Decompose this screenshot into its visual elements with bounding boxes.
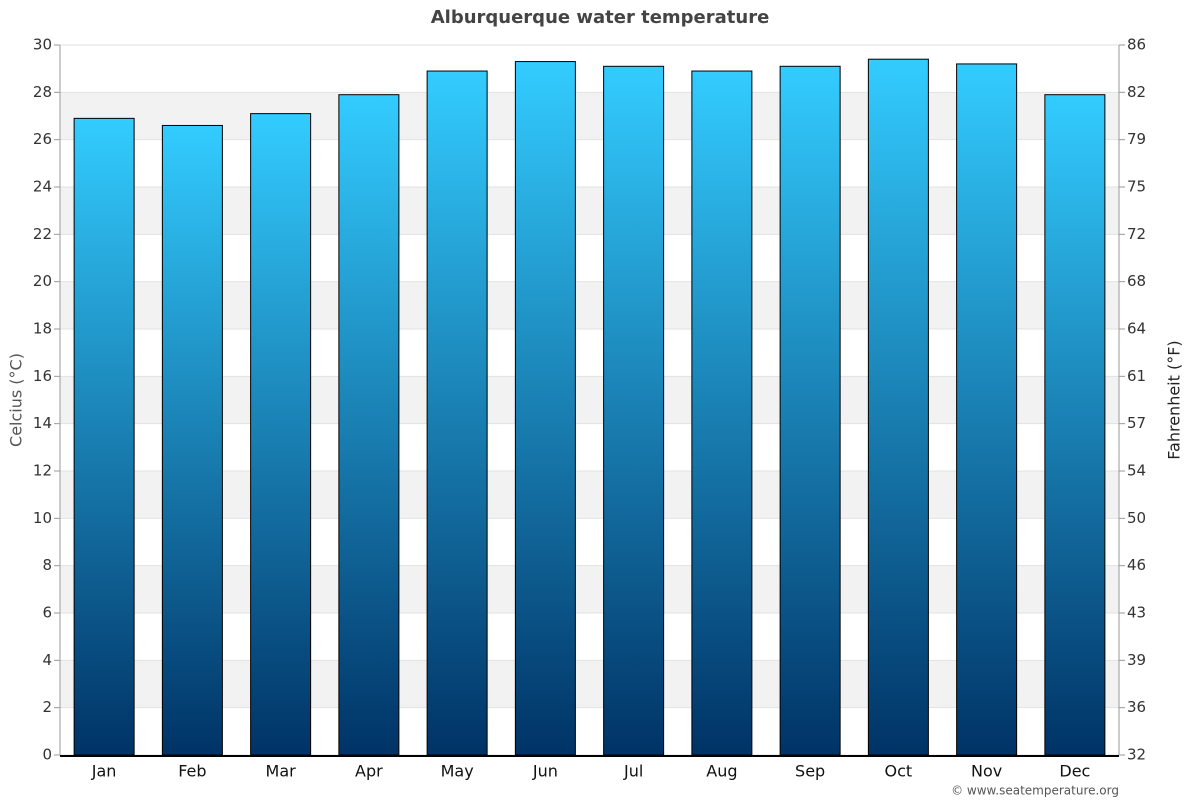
bar [73, 117, 135, 756]
y-tick-label: 14 [33, 414, 52, 432]
y2-axis-label: Fahrenheit (°F) [1165, 340, 1184, 459]
x-tick-label: Jul [623, 762, 643, 781]
grid-band [60, 187, 1119, 235]
y2-tick-label: 72 [1127, 225, 1146, 243]
y2-tick-label: 64 [1127, 320, 1146, 338]
x-tick-label: Jun [532, 762, 558, 781]
y2-tick-label: 46 [1127, 556, 1146, 574]
y-tick-label: 30 [33, 36, 52, 54]
y2-tick-label: 82 [1127, 83, 1146, 101]
x-tick-label: Nov [971, 762, 1002, 781]
y2-tick-label: 36 [1127, 698, 1146, 716]
y2-tick-label: 57 [1127, 414, 1146, 432]
y-tick-label: 4 [42, 651, 52, 669]
y2-tick-label: 75 [1127, 178, 1146, 196]
y-tick-label: 28 [33, 83, 52, 101]
grid-band [60, 471, 1119, 519]
y2-tick-label: 54 [1127, 462, 1146, 480]
y2-tick-label: 39 [1127, 651, 1146, 669]
grid-band [60, 92, 1119, 140]
y2-tick-label: 50 [1127, 509, 1146, 527]
x-tick-label: Mar [266, 762, 297, 781]
bar [691, 70, 753, 756]
grid-band [60, 660, 1119, 708]
x-tick-label: Dec [1059, 762, 1090, 781]
bar [514, 61, 576, 756]
grid-band [60, 565, 1119, 613]
y2-tick-label: 68 [1127, 272, 1146, 290]
chart-title: Alburquerque water temperature [431, 7, 770, 28]
y-tick-label: 0 [42, 746, 52, 764]
bar [250, 113, 312, 756]
x-tick-label: Sep [795, 762, 825, 781]
y-tick-label: 10 [33, 509, 52, 527]
y2-tick-label: 86 [1127, 36, 1146, 54]
bar [956, 63, 1018, 756]
y-tick-label: 16 [33, 367, 52, 385]
y-tick-label: 26 [33, 130, 52, 148]
bar [603, 65, 665, 756]
y2-tick-label: 43 [1127, 604, 1146, 622]
x-tick-label: Jan [91, 762, 117, 781]
y2-tick-label: 32 [1127, 746, 1146, 764]
x-tick-label: Oct [885, 762, 913, 781]
x-tick-label: Apr [355, 762, 383, 781]
y-tick-label: 24 [33, 178, 52, 196]
y2-tick-label: 61 [1127, 367, 1146, 385]
y2-tick-label: 79 [1127, 130, 1146, 148]
bar [1044, 94, 1106, 756]
x-tick-label: May [441, 762, 474, 781]
bar [779, 65, 841, 756]
bar [426, 70, 488, 756]
y-tick-label: 6 [42, 604, 52, 622]
y-tick-label: 20 [33, 272, 52, 290]
y-tick-label: 8 [42, 556, 52, 574]
y-tick-label: 22 [33, 225, 52, 243]
x-tick-label: Aug [706, 762, 737, 781]
y-tick-label: 2 [42, 698, 52, 716]
bar [338, 94, 400, 756]
y-axis-label: Celcius (°C) [7, 353, 26, 447]
y-tick-label: 12 [33, 462, 52, 480]
y-tick-label: 18 [33, 320, 52, 338]
grid-band [60, 376, 1119, 424]
credit: © www.seatemperature.org [951, 784, 1119, 798]
x-tick-label: Feb [178, 762, 206, 781]
bar [161, 124, 223, 756]
grid-band [60, 281, 1119, 329]
bar [867, 58, 929, 756]
